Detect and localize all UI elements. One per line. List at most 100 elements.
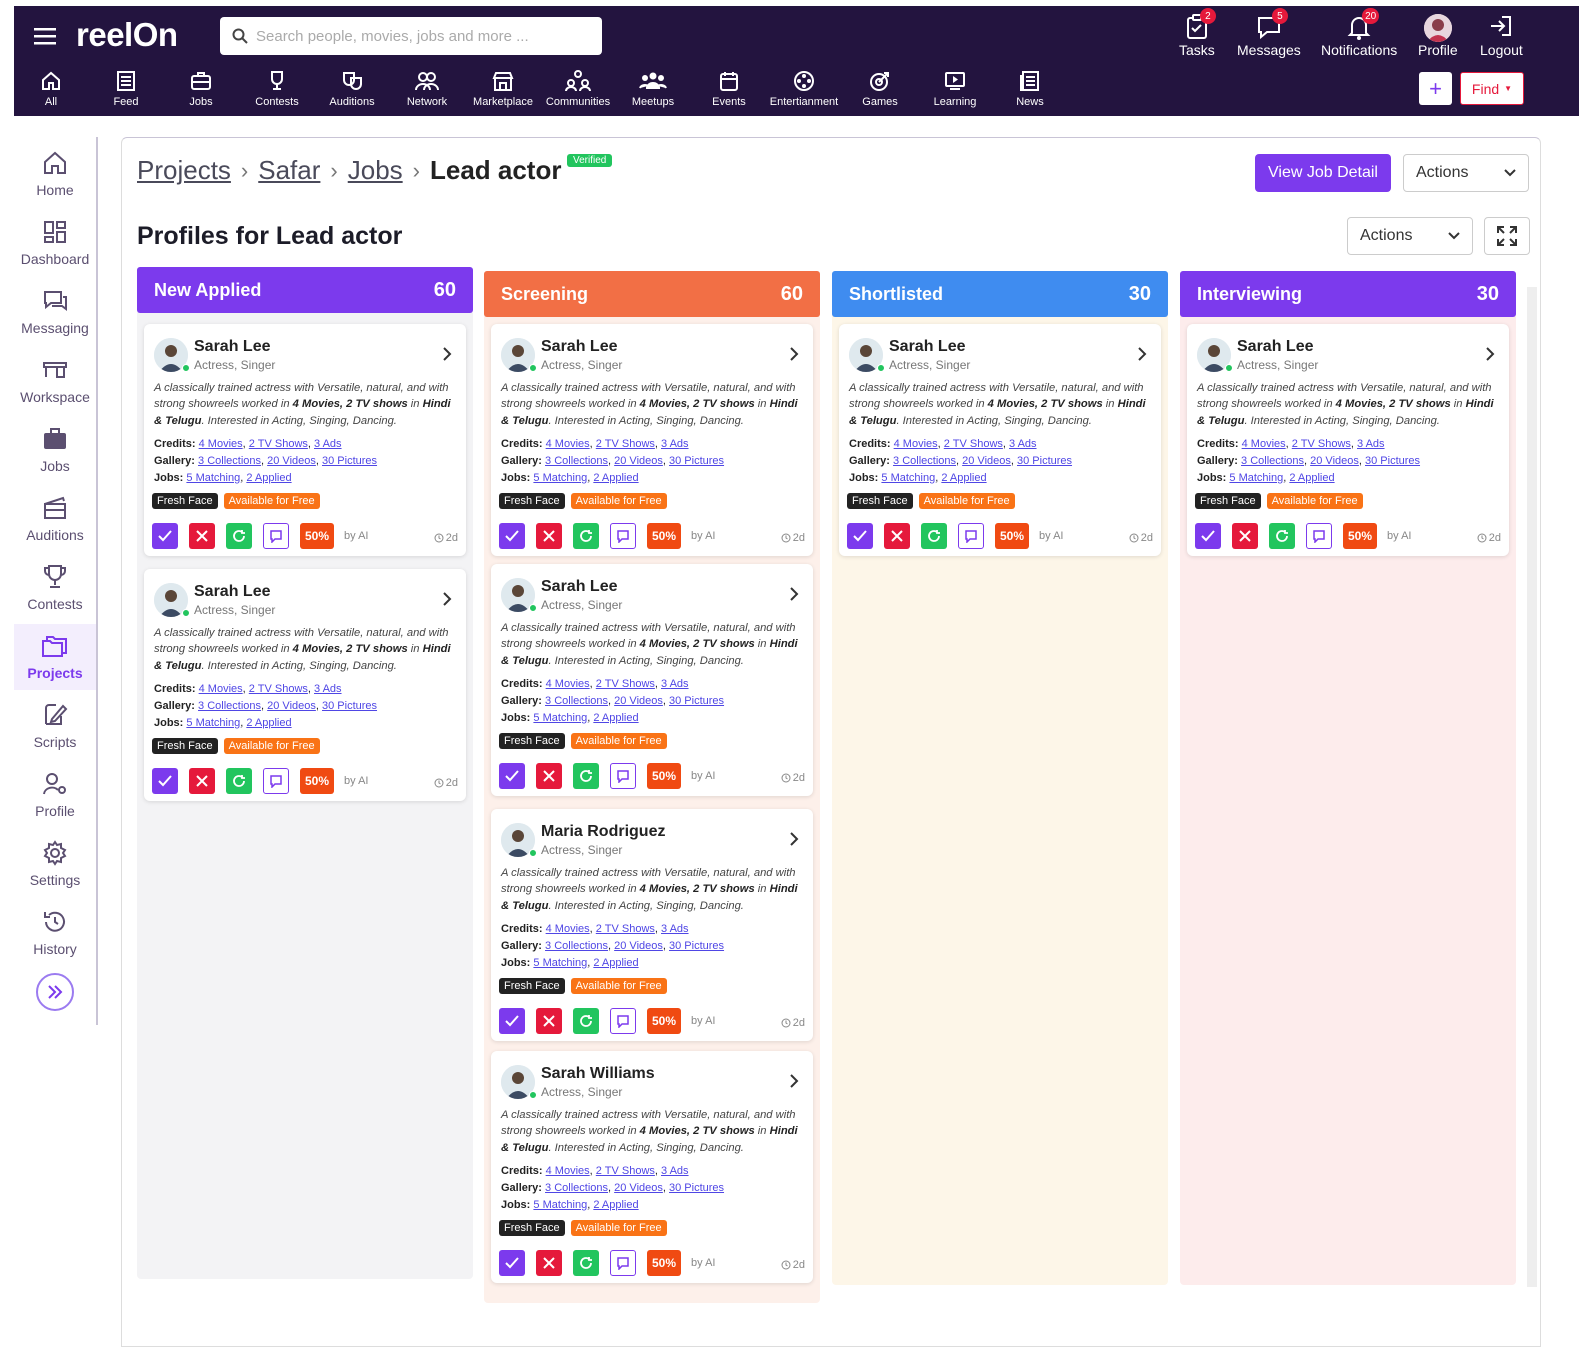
job-link[interactable]: 5 Matching	[533, 472, 588, 484]
credit-link[interactable]: 3 Ads	[661, 923, 689, 935]
profile-name[interactable]: Sarah Lee	[194, 583, 271, 600]
gallery-link[interactable]: 30 Pictures	[322, 700, 378, 712]
nav-marketplace[interactable]: Marketplace	[465, 70, 541, 108]
tasks-button[interactable]: 2 Tasks	[1179, 8, 1216, 58]
breadcrumb-jobs[interactable]: Jobs	[347, 155, 403, 185]
refresh-button[interactable]	[573, 1250, 599, 1276]
gallery-link[interactable]: 3 Collections	[545, 455, 609, 467]
profile-card[interactable]: Sarah Lee Actress, Singer A classically tr…	[491, 324, 813, 556]
approve-button[interactable]	[152, 523, 178, 549]
nav-communities[interactable]: Communities	[540, 70, 616, 108]
comment-button[interactable]	[610, 763, 636, 789]
nav-feed[interactable]: Feed	[88, 70, 164, 108]
gallery-link[interactable]: 20 Videos	[1310, 455, 1359, 467]
chevron-right-icon[interactable]	[442, 346, 452, 362]
reject-button[interactable]	[536, 1008, 562, 1034]
profile-card[interactable]: Sarah Williams Actress, Singer A classical…	[491, 1051, 813, 1283]
chevron-right-icon[interactable]	[789, 346, 799, 362]
profile-name[interactable]: Sarah Lee	[194, 338, 271, 355]
profile-card[interactable]: Sarah Lee Actress, Singer A classically tr…	[1187, 324, 1509, 556]
credit-link[interactable]: 2 TV Shows	[943, 438, 1003, 450]
refresh-button[interactable]	[573, 523, 599, 549]
profile-name[interactable]: Sarah Williams	[541, 1065, 655, 1082]
comment-button[interactable]	[263, 523, 289, 549]
credit-link[interactable]: 2 TV Shows	[595, 923, 655, 935]
nav-games[interactable]: Games	[842, 70, 918, 108]
column-header[interactable]: Shortlisted 30	[832, 271, 1168, 317]
gallery-link[interactable]: 20 Videos	[614, 455, 663, 467]
refresh-button[interactable]	[226, 768, 252, 794]
gallery-link[interactable]: 3 Collections	[1241, 455, 1305, 467]
reject-button[interactable]	[536, 523, 562, 549]
reject-button[interactable]	[189, 768, 215, 794]
chevron-right-icon[interactable]	[789, 586, 799, 602]
nav-entertainment[interactable]: Entertianment	[766, 70, 842, 108]
gallery-link[interactable]: 20 Videos	[267, 455, 316, 467]
column-header[interactable]: New Applied 60	[137, 267, 473, 313]
profile-card[interactable]: Sarah Lee Actress, Singer A classically tr…	[144, 324, 466, 556]
sidebar-item-workspace[interactable]: Workspace	[14, 348, 96, 414]
refresh-button[interactable]	[226, 523, 252, 549]
brand-logo[interactable]: reelOn	[76, 16, 178, 53]
credit-link[interactable]: 3 Ads	[1009, 438, 1037, 450]
nav-news[interactable]: News	[992, 70, 1068, 108]
reject-button[interactable]	[1232, 523, 1258, 549]
gallery-link[interactable]: 3 Collections	[893, 455, 957, 467]
sidebar-item-jobs[interactable]: Jobs	[14, 417, 96, 483]
comment-button[interactable]	[958, 523, 984, 549]
profile-name[interactable]: Sarah Lee	[541, 338, 618, 355]
profile-name[interactable]: Sarah Lee	[541, 578, 618, 595]
job-link[interactable]: 2 Applied	[593, 1199, 639, 1211]
job-link[interactable]: 2 Applied	[246, 472, 292, 484]
find-button[interactable]: Find ▼	[1460, 72, 1524, 105]
search-input[interactable]	[256, 27, 586, 45]
approve-button[interactable]	[499, 763, 525, 789]
profile-card[interactable]: Sarah Lee Actress, Singer A classically tr…	[144, 569, 466, 801]
credit-link[interactable]: 4 Movies	[198, 438, 243, 450]
credit-link[interactable]: 3 Ads	[661, 678, 689, 690]
job-link[interactable]: 5 Matching	[533, 712, 588, 724]
gallery-link[interactable]: 3 Collections	[545, 1182, 609, 1194]
credit-link[interactable]: 2 TV Shows	[595, 438, 655, 450]
sidebar-item-history[interactable]: History	[14, 900, 96, 966]
job-link[interactable]: 5 Matching	[186, 472, 241, 484]
column-header[interactable]: Interviewing 30	[1180, 271, 1516, 317]
comment-button[interactable]	[610, 1250, 636, 1276]
approve-button[interactable]	[499, 1250, 525, 1276]
breadcrumb-projects[interactable]: Projects	[137, 155, 231, 185]
profile-name[interactable]: Maria Rodriguez	[541, 823, 666, 840]
comment-button[interactable]	[263, 768, 289, 794]
logout-button[interactable]: Logout	[1480, 14, 1523, 58]
credit-link[interactable]: 4 Movies	[545, 438, 590, 450]
chevron-right-icon[interactable]	[1137, 346, 1147, 362]
job-link[interactable]: 2 Applied	[593, 472, 639, 484]
gallery-link[interactable]: 20 Videos	[267, 700, 316, 712]
nav-all[interactable]: All	[13, 70, 89, 108]
approve-button[interactable]	[1195, 523, 1221, 549]
profile-card[interactable]: Sarah Lee Actress, Singer A classically tr…	[491, 564, 813, 796]
refresh-button[interactable]	[573, 763, 599, 789]
chevron-right-icon[interactable]	[1485, 346, 1495, 362]
job-link[interactable]: 2 Applied	[1289, 472, 1335, 484]
gallery-link[interactable]: 30 Pictures	[1365, 455, 1421, 467]
job-link[interactable]: 2 Applied	[593, 957, 639, 969]
gallery-link[interactable]: 30 Pictures	[669, 1182, 725, 1194]
credit-link[interactable]: 4 Movies	[545, 1165, 590, 1177]
board-scrollbar[interactable]	[1527, 287, 1537, 1287]
reject-button[interactable]	[884, 523, 910, 549]
refresh-button[interactable]	[573, 1008, 599, 1034]
credit-link[interactable]: 2 TV Shows	[248, 683, 308, 695]
nav-events[interactable]: Events	[691, 70, 767, 108]
reject-button[interactable]	[536, 1250, 562, 1276]
approve-button[interactable]	[152, 768, 178, 794]
gallery-link[interactable]: 3 Collections	[198, 455, 262, 467]
sidebar-item-contests[interactable]: Contests	[14, 555, 96, 621]
sidebar-item-scripts[interactable]: Scripts	[14, 693, 96, 759]
expand-sidebar-button[interactable]	[36, 973, 74, 1011]
gallery-link[interactable]: 20 Videos	[614, 940, 663, 952]
approve-button[interactable]	[499, 523, 525, 549]
credit-link[interactable]: 3 Ads	[314, 438, 342, 450]
chevron-right-icon[interactable]	[789, 831, 799, 847]
nav-network[interactable]: Network	[389, 70, 465, 108]
gallery-link[interactable]: 30 Pictures	[322, 455, 378, 467]
